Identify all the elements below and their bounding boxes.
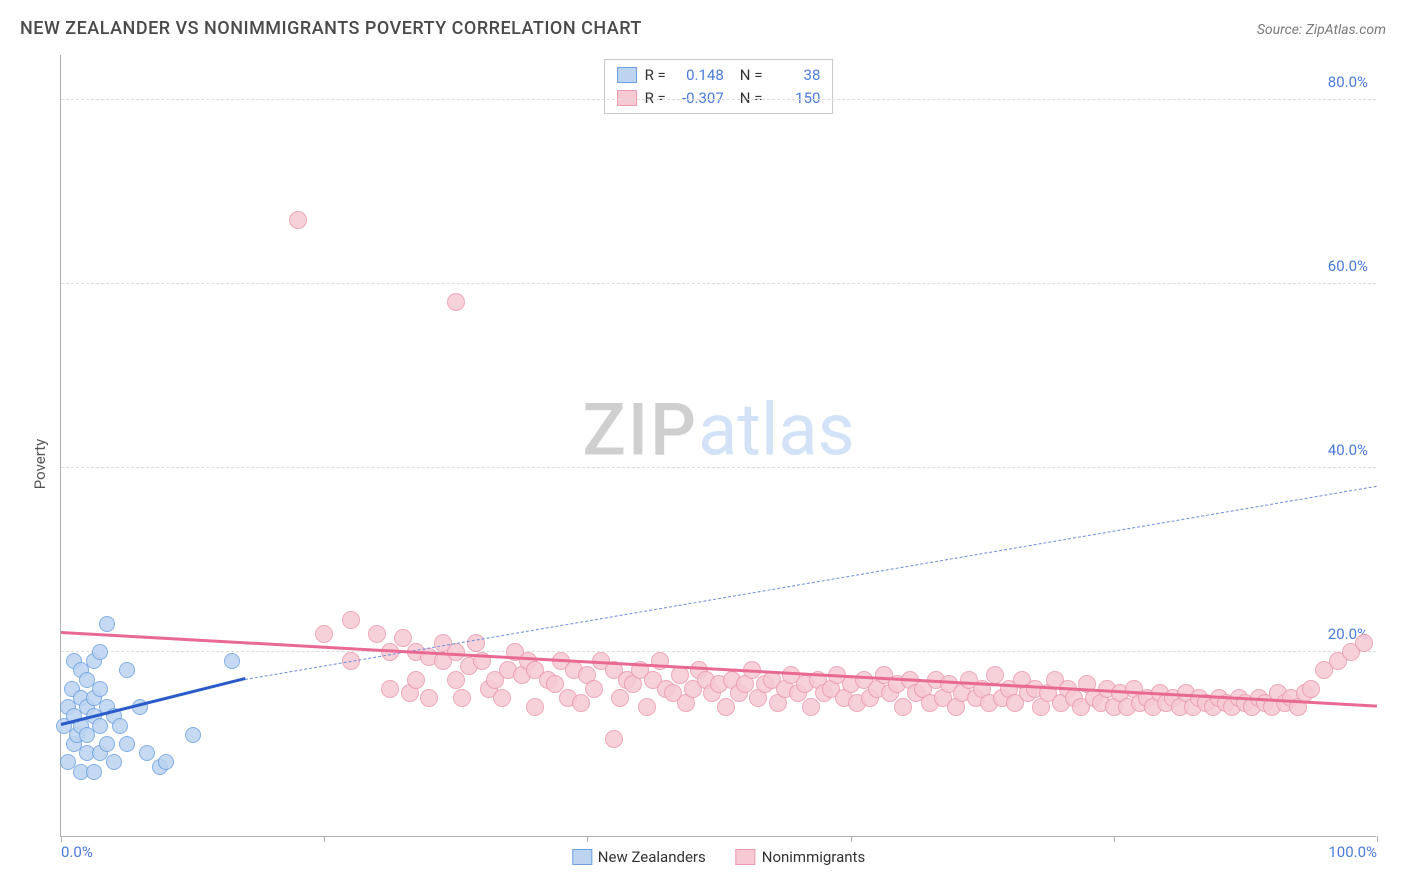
data-point [453, 689, 471, 707]
data-point [99, 616, 115, 632]
data-point [526, 698, 544, 716]
data-point [407, 671, 425, 689]
data-point [119, 736, 135, 752]
series-legend: New Zealanders Nonimmigrants [572, 848, 865, 866]
data-point [119, 662, 135, 678]
data-point [447, 671, 465, 689]
watermark: ZIPatlas [582, 387, 854, 472]
data-point [420, 689, 438, 707]
correlation-stats-box: R = 0.148 N = 38 R = -0.307 N = 150 [604, 59, 834, 114]
chart-container: Poverty ZIPatlas R = 0.148 N = 38 R = -0.307 N… [20, 55, 1386, 872]
data-point [368, 625, 386, 643]
data-point [224, 653, 240, 669]
y-tick-label: 80.0% [1328, 73, 1368, 91]
legend-label: Nonimmigrants [762, 848, 865, 866]
data-point [289, 211, 307, 229]
x-tick-label: 0.0% [61, 843, 93, 861]
legend-swatch [572, 849, 592, 865]
data-point [99, 736, 115, 752]
data-point [342, 611, 360, 629]
data-point [1302, 680, 1320, 698]
chart-header: NEW ZEALANDER VS NONIMMIGRANTS POVERTY C… [20, 18, 1386, 39]
legend-item: Nonimmigrants [736, 848, 865, 866]
legend-swatch [617, 90, 637, 106]
data-point [894, 698, 912, 716]
data-point [802, 698, 820, 716]
x-tick [587, 836, 588, 842]
stat-n-label: N = [740, 87, 763, 110]
data-point [572, 694, 590, 712]
stat-n-value: 150 [770, 87, 820, 110]
y-tick-label: 40.0% [1328, 441, 1368, 459]
data-point [158, 754, 174, 770]
legend-item: New Zealanders [572, 848, 706, 866]
data-point [1355, 634, 1373, 652]
data-point [185, 727, 201, 743]
data-point [112, 718, 128, 734]
stats-row: R = -0.307 N = 150 [617, 87, 821, 110]
plot-area: ZIPatlas R =0.148N =38R =-0.307N =150 Ne… [60, 55, 1376, 837]
gridline [61, 99, 1376, 100]
stat-r-value: -0.307 [674, 87, 724, 110]
x-tick [61, 836, 62, 842]
legend-swatch [736, 849, 756, 865]
data-point [106, 754, 122, 770]
y-tick-label: 60.0% [1328, 257, 1368, 275]
gridline [61, 283, 1376, 284]
data-point [638, 698, 656, 716]
data-point [717, 698, 735, 716]
gridline [61, 651, 1376, 652]
x-tick-label: 100.0% [1328, 843, 1377, 861]
data-point [92, 644, 108, 660]
x-tick [851, 836, 852, 842]
stat-r-label: R = [645, 64, 666, 87]
data-point [467, 634, 485, 652]
data-point [651, 652, 669, 670]
x-tick [1377, 836, 1378, 842]
x-tick [1114, 836, 1115, 842]
legend-label: New Zealanders [598, 848, 706, 866]
data-point [493, 689, 511, 707]
data-point [381, 680, 399, 698]
data-point [585, 680, 603, 698]
data-point [447, 293, 465, 311]
stat-r-label: R = [645, 87, 666, 110]
data-point [92, 681, 108, 697]
chart-title: NEW ZEALANDER VS NONIMMIGRANTS POVERTY C… [20, 18, 642, 39]
x-tick [324, 836, 325, 842]
gridline [61, 467, 1376, 468]
stat-n-value: 38 [770, 64, 820, 87]
data-point [605, 730, 623, 748]
source-label: Source: ZipAtlas.com [1257, 22, 1386, 38]
data-point [611, 689, 629, 707]
data-point [315, 625, 333, 643]
data-point [86, 764, 102, 780]
y-axis-label: Poverty [31, 438, 49, 488]
data-point [139, 745, 155, 761]
legend-swatch [617, 67, 637, 83]
stat-n-label: N = [740, 64, 763, 87]
stat-r-value: 0.148 [674, 64, 724, 87]
stats-row: R = 0.148 N = 38 [617, 64, 821, 87]
